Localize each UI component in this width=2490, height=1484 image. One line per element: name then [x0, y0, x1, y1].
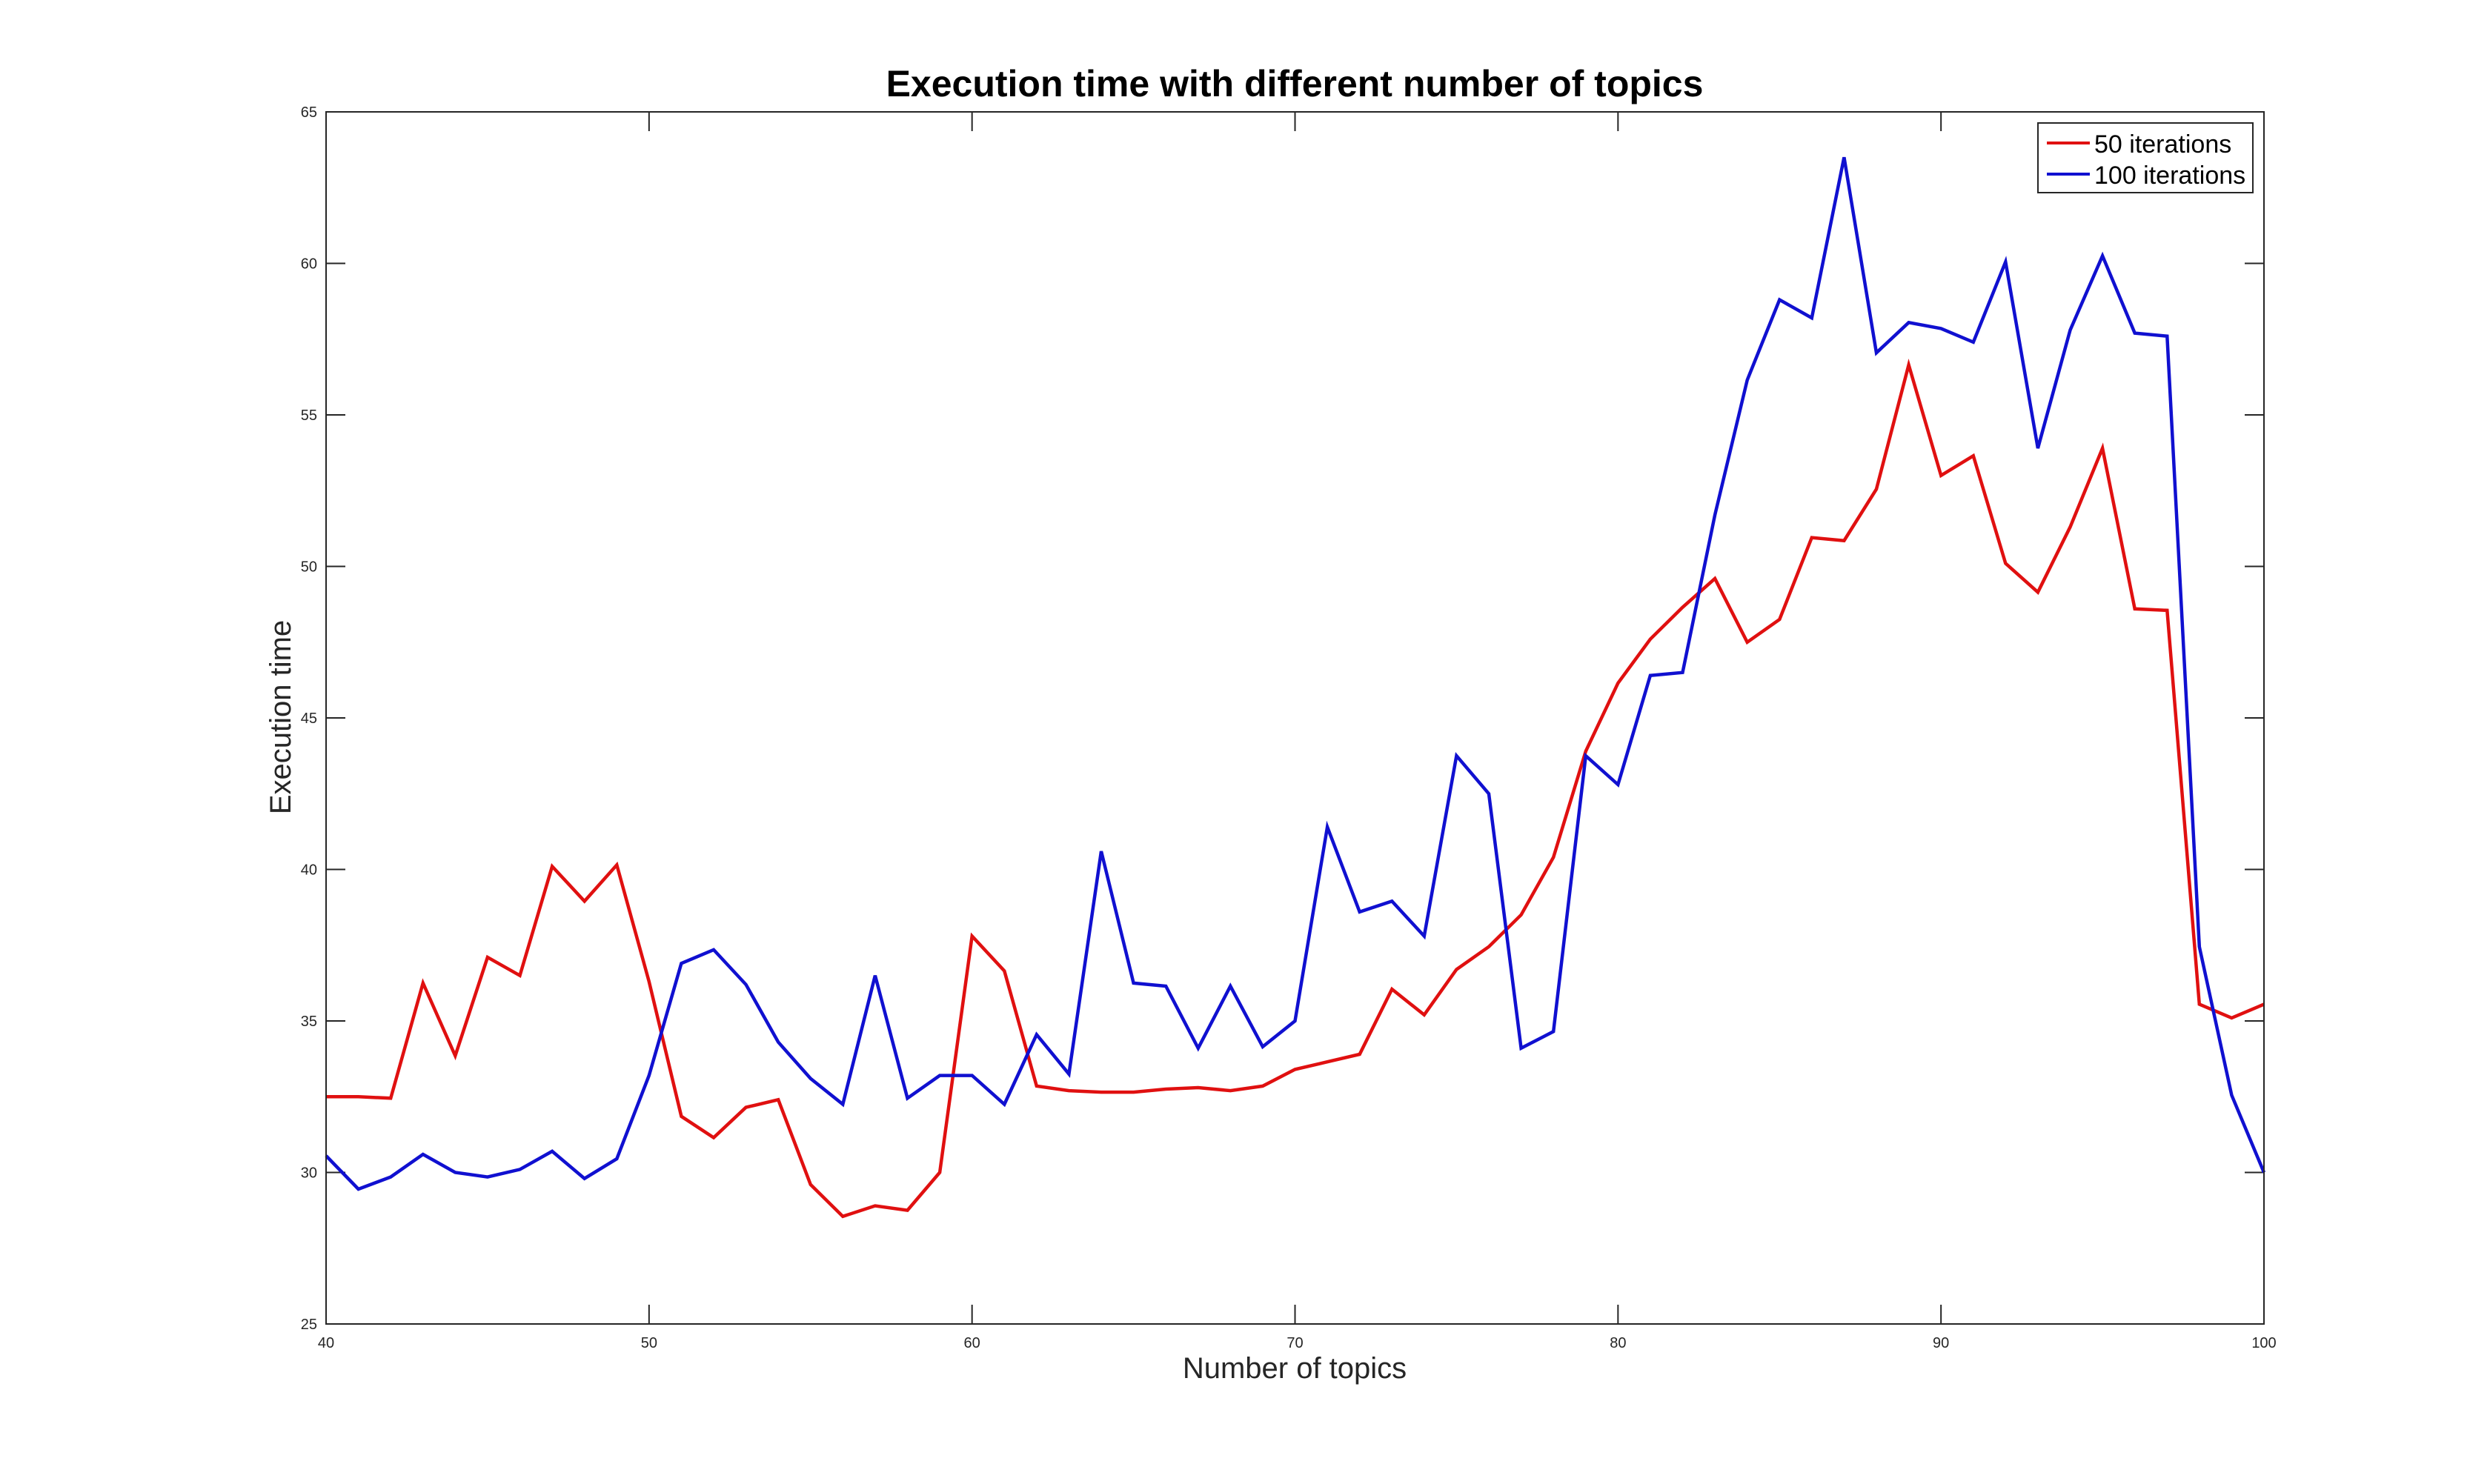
x-axis-label: Number of topics [1183, 1352, 1407, 1385]
x-tick-label: 40 [318, 1335, 334, 1351]
y-tick-label: 30 [301, 1165, 317, 1182]
x-tick-label: 100 [2251, 1335, 2276, 1351]
x-tick-label: 50 [641, 1335, 657, 1351]
legend: 50 iterations 100 iterations [2037, 122, 2254, 193]
series-line-100-iterations [325, 156, 2266, 1191]
y-tick-label: 25 [301, 1317, 317, 1333]
legend-label-100-iterations: 100 iterations [2094, 162, 2245, 190]
x-tick-label: 90 [1933, 1335, 1949, 1351]
series-lines [325, 156, 2266, 1219]
y-tick-label: 55 [301, 407, 317, 424]
x-tick-label: 80 [1610, 1335, 1626, 1351]
y-tick-label: 35 [301, 1014, 317, 1030]
y-tick-label: 60 [301, 256, 317, 273]
series-line-50-iterations [326, 359, 2265, 1219]
x-tick-label: 70 [1286, 1335, 1303, 1351]
y-tick-label: 65 [301, 104, 317, 121]
x-tick-label: 60 [964, 1335, 980, 1351]
y-tick-label: 40 [301, 862, 317, 879]
legend-label-50-iterations: 50 iterations [2094, 130, 2231, 159]
chart-title: Execution time with different number of … [886, 63, 1704, 104]
plot-area-frame [325, 111, 2265, 1325]
legend-box [2037, 122, 2254, 193]
y-axis-label: Execution time [265, 620, 297, 814]
y-tick-label: 45 [301, 711, 317, 727]
y-tick-label: 50 [301, 559, 317, 576]
axis-ticks: 40 50 60 70 80 90 100 25 30 35 40 45 50 55 60 65 [301, 104, 2277, 1351]
